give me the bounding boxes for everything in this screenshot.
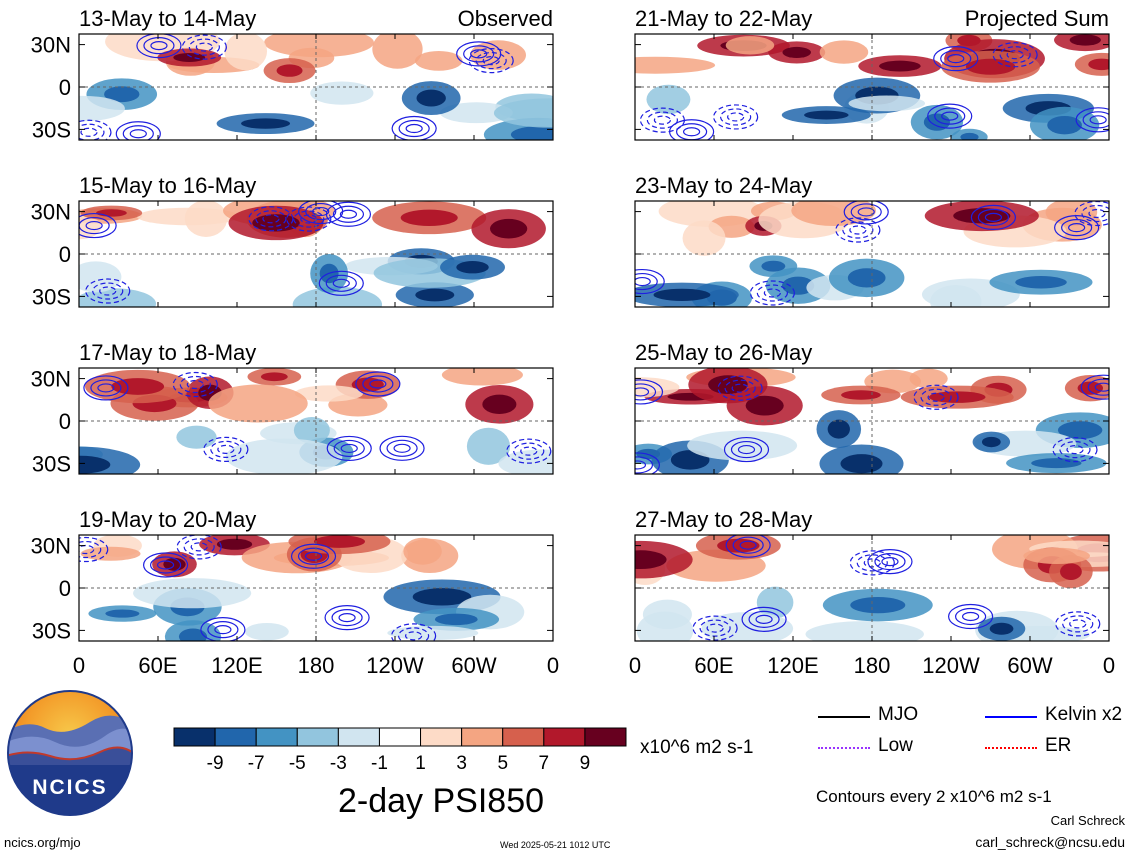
colorbar-swatch bbox=[378, 727, 422, 747]
lat-tick-label: 0 bbox=[59, 409, 71, 434]
legend-label: Low bbox=[878, 735, 913, 756]
colorbar-swatch bbox=[173, 727, 216, 747]
logo-text: NCICS bbox=[32, 776, 107, 799]
colorbar-swatch bbox=[543, 727, 586, 747]
lat-tick-label: 30N bbox=[31, 367, 71, 392]
column-header: Projected Sum bbox=[965, 6, 1109, 31]
lon-tick-label: 120W bbox=[366, 653, 424, 678]
panel-period-label: 13-May to 14-May bbox=[79, 6, 256, 31]
colorbar-tick-label: 3 bbox=[456, 753, 467, 774]
colorbar-swatch bbox=[337, 727, 380, 747]
map-panel: 23-May to 24-May bbox=[634, 173, 1110, 308]
colorbar-tick-label: -7 bbox=[248, 753, 265, 774]
column-header: Observed bbox=[458, 6, 553, 31]
legend-line bbox=[985, 747, 1037, 749]
lat-tick-label: 0 bbox=[59, 75, 71, 100]
lon-tick-label: 60E bbox=[138, 653, 177, 678]
map-panel: 25-May to 26-May bbox=[634, 340, 1110, 475]
lon-tick-label: 60W bbox=[1007, 653, 1052, 678]
colorbar-swatch bbox=[420, 727, 463, 747]
colorbar-swatch bbox=[255, 727, 298, 747]
legend-label: MJO bbox=[878, 704, 919, 725]
legend-label: ER bbox=[1045, 735, 1072, 756]
lon-tick-label: 60E bbox=[694, 653, 733, 678]
colorbar-tick-label: -9 bbox=[207, 753, 224, 774]
colorbar-tick-label: 5 bbox=[497, 753, 508, 774]
colorbar-tick-label: 7 bbox=[539, 753, 550, 774]
lon-tick-label: 0 bbox=[1103, 653, 1115, 678]
legend-label: Kelvin x2 bbox=[1045, 704, 1123, 725]
colorbar-swatch bbox=[461, 727, 504, 747]
lon-tick-label: 60W bbox=[451, 653, 496, 678]
lon-tick-label: 180 bbox=[298, 653, 335, 678]
footer-author: Carl Schreck bbox=[1050, 813, 1125, 828]
colorbar-units: x10^6 m2 s-1 bbox=[640, 737, 754, 758]
lat-tick-label: 0 bbox=[59, 242, 71, 267]
lat-tick-label: 30N bbox=[31, 200, 71, 225]
colorbar-tick-label: 1 bbox=[415, 753, 426, 774]
panel-period-label: 23-May to 24-May bbox=[635, 173, 812, 198]
ncics-logo: NCICS bbox=[7, 690, 133, 816]
lon-tick-label: 0 bbox=[73, 653, 85, 678]
colorbar-swatch bbox=[214, 727, 257, 747]
footer-timestamp: Wed 2025-05-21 1012 UTC bbox=[500, 840, 611, 850]
lon-tick-label: 0 bbox=[629, 653, 641, 678]
footer-email: carl_schreck@ncsu.edu bbox=[975, 834, 1125, 850]
map-panel: 21-May to 22-May Projected Sum bbox=[634, 6, 1110, 141]
lon-tick-label: 180 bbox=[854, 653, 891, 678]
legend-line bbox=[818, 716, 870, 718]
map-panel: 27-May to 28-May 0 60E 120E 180 120W 60W 0 bbox=[629, 507, 1115, 678]
lon-tick-label: 120W bbox=[922, 653, 980, 678]
map-panel: 15-May to 16-May 30N 0 30S bbox=[31, 173, 554, 309]
panel-period-label: 25-May to 26-May bbox=[635, 340, 812, 365]
panel-period-label: 15-May to 16-May bbox=[79, 173, 256, 198]
colorbar-tick-label: -3 bbox=[330, 753, 347, 774]
panel-period-label: 27-May to 28-May bbox=[635, 507, 812, 532]
legend-line bbox=[818, 747, 870, 749]
lat-tick-label: 30S bbox=[32, 451, 71, 476]
colorbar-tick-label: -5 bbox=[289, 753, 306, 774]
lat-tick-label: 30N bbox=[31, 534, 71, 559]
lat-tick-label: 30S bbox=[32, 284, 71, 309]
lat-tick-label: 0 bbox=[59, 576, 71, 601]
panel-period-label: 19-May to 20-May bbox=[79, 507, 256, 532]
lat-tick-label: 30S bbox=[32, 117, 71, 142]
colorbar-tick-label: 9 bbox=[580, 753, 591, 774]
legend-line bbox=[985, 716, 1037, 718]
lat-tick-label: 30S bbox=[32, 618, 71, 643]
lon-tick-label: 120E bbox=[211, 653, 262, 678]
map-panel: 17-May to 18-May 30N 0 30S bbox=[31, 340, 554, 476]
lat-tick-label: 30N bbox=[31, 33, 71, 58]
map-panel: 13-May to 14-May Observed 30N 0 30S bbox=[31, 6, 554, 142]
lon-tick-label: 120E bbox=[767, 653, 818, 678]
colorbar-swatch bbox=[584, 727, 627, 747]
colorbar-tick-label: -1 bbox=[371, 753, 388, 774]
panel-period-label: 17-May to 18-May bbox=[79, 340, 256, 365]
contour-note: Contours every 2 x10^6 m2 s-1 bbox=[816, 787, 1052, 806]
colorbar-swatch bbox=[502, 727, 545, 747]
colorbar-swatch bbox=[296, 727, 339, 747]
chart-title: 2-day PSI850 bbox=[338, 782, 545, 820]
panel-period-label: 21-May to 22-May bbox=[635, 6, 812, 31]
footer-url: ncics.org/mjo bbox=[4, 835, 81, 850]
lon-tick-label: 0 bbox=[547, 653, 559, 678]
